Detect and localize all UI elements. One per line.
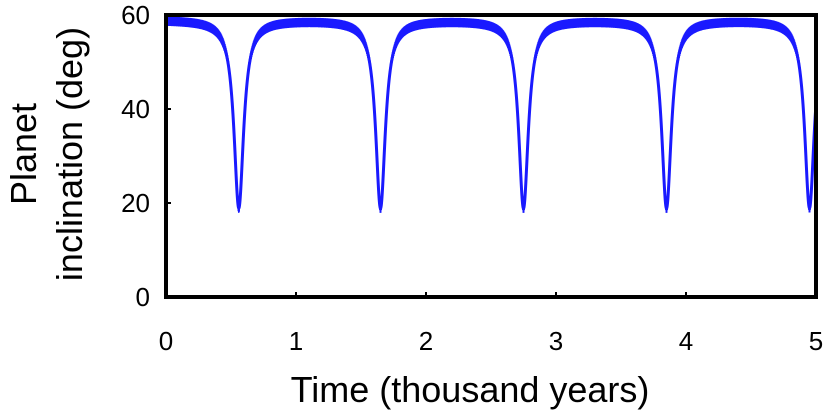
x-tick-label: 3 xyxy=(549,326,563,356)
inclination-minimum-point xyxy=(808,206,811,210)
y-ticks: 0 20 40 60 xyxy=(121,0,171,312)
inclination-series-band xyxy=(165,16,817,213)
y-tick-label: 20 xyxy=(121,188,150,218)
x-tick-label: 2 xyxy=(419,326,433,356)
series-layer xyxy=(164,16,818,213)
y-axis-title-line-1: Planet xyxy=(3,103,44,205)
y-tick-label: 0 xyxy=(136,282,150,312)
x-tick-label: 5 xyxy=(809,326,823,356)
x-ticks: 0 1 2 3 4 5 xyxy=(159,292,823,356)
y-tick-label: 40 xyxy=(121,94,150,124)
x-axis-title: Time (thousand years) xyxy=(291,369,650,410)
inclination-series-line xyxy=(164,19,818,210)
inclination-minimum-point xyxy=(379,206,382,210)
x-tick-label: 1 xyxy=(289,326,303,356)
inclination-minimum-point xyxy=(237,206,241,210)
y-tick-label: 60 xyxy=(121,0,150,30)
x-tick-label: 0 xyxy=(159,326,173,356)
plot-frame xyxy=(164,13,818,299)
x-tick-label: 4 xyxy=(679,326,693,356)
y-axis-title: Planet inclination (deg) xyxy=(3,27,90,281)
y-axis-title-line-2: inclination (deg) xyxy=(49,27,90,281)
inclination-minimum-point xyxy=(522,206,525,210)
inclination-minimum-point xyxy=(665,206,668,210)
